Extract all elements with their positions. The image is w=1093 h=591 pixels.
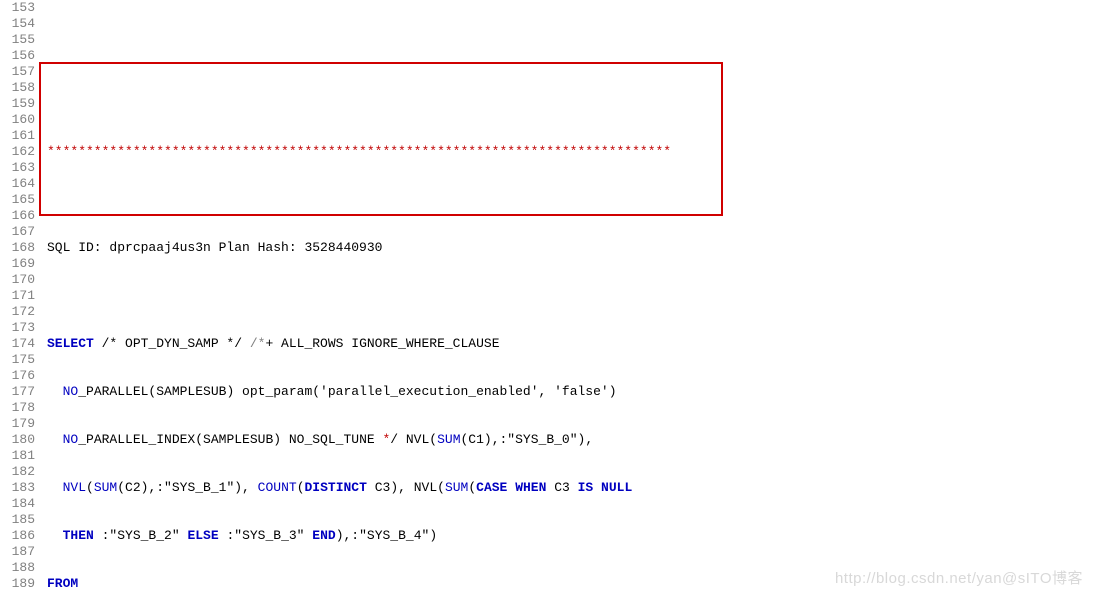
line-number: 156	[0, 48, 35, 64]
kw-then: THEN	[63, 528, 94, 543]
kw-else: ELSE	[187, 528, 218, 543]
text	[593, 480, 601, 495]
line-number: 167	[0, 224, 35, 240]
pad	[47, 432, 63, 447]
line-number: 169	[0, 256, 35, 272]
line-number: 179	[0, 416, 35, 432]
hint-text: + ALL_ROWS IGNORE_WHERE_CLAUSE	[265, 336, 499, 351]
line-number: 172	[0, 304, 35, 320]
kw-case: CASE	[476, 480, 507, 495]
line-number: 163	[0, 160, 35, 176]
line-number: 176	[0, 368, 35, 384]
line-number: 164	[0, 176, 35, 192]
line-number: 187	[0, 544, 35, 560]
line-number: 188	[0, 560, 35, 576]
line-number: 155	[0, 32, 35, 48]
line-number: 186	[0, 528, 35, 544]
text: ),:"SYS_B_4")	[336, 528, 437, 543]
line-number: 160	[0, 112, 35, 128]
line-number: 183	[0, 480, 35, 496]
kw-when: WHEN	[515, 480, 546, 495]
line-number: 174	[0, 336, 35, 352]
pad	[47, 480, 63, 495]
line-number: 185	[0, 512, 35, 528]
text: (	[468, 480, 476, 495]
star-row: ****************************************…	[47, 144, 671, 159]
text: C3), NVL(	[367, 480, 445, 495]
text: (	[297, 480, 305, 495]
text: (C1),:"SYS_B_0"),	[461, 432, 594, 447]
sql-id-line: SQL ID: dprcpaaj4us3n Plan Hash: 3528440…	[47, 240, 1093, 256]
kw-is: IS	[578, 480, 594, 495]
text: (	[86, 480, 94, 495]
line-number: 162	[0, 144, 35, 160]
kw-null: NULL	[601, 480, 632, 495]
kw-distinct: DISTINCT	[305, 480, 367, 495]
line-number: 180	[0, 432, 35, 448]
kw-sum: SUM	[437, 432, 460, 447]
kw-from: FROM	[47, 576, 78, 591]
kw: NO	[63, 384, 79, 399]
line-number: 165	[0, 192, 35, 208]
line-gutter: 1531541551561571581591601611621631641651…	[0, 0, 43, 591]
kw-sum: SUM	[445, 480, 468, 495]
code-editor[interactable]: 1531541551561571581591601611621631641651…	[0, 0, 1093, 591]
text: _PARALLEL_INDEX(SAMPLESUB) NO_SQL_TUNE	[78, 432, 382, 447]
text: :"SYS_B_2"	[94, 528, 188, 543]
code-area[interactable]: ****************************************…	[43, 0, 1093, 591]
text: / NVL(	[390, 432, 437, 447]
text: (C2),:"SYS_B_1"),	[117, 480, 257, 495]
watermark: http://blog.csdn.net/yan@sITO博客	[835, 571, 1083, 587]
text: _PARALLEL(SAMPLESUB) opt_param('parallel…	[78, 384, 616, 399]
line-number: 184	[0, 496, 35, 512]
text: C3	[546, 480, 577, 495]
line-number: 175	[0, 352, 35, 368]
line-number: 182	[0, 464, 35, 480]
cursor-line-highlight	[43, 368, 1093, 384]
line-number: 154	[0, 16, 35, 32]
kw-count: COUNT	[258, 480, 297, 495]
kw-nvl: NVL	[63, 480, 86, 495]
text: /* OPT_DYN_SAMP */	[94, 336, 250, 351]
line-number: 170	[0, 272, 35, 288]
line-number: 157	[0, 64, 35, 80]
pad	[47, 528, 63, 543]
kw: NO	[63, 432, 79, 447]
line-number: 177	[0, 384, 35, 400]
line-number: 166	[0, 208, 35, 224]
line-number: 178	[0, 400, 35, 416]
kw-select: SELECT	[47, 336, 94, 351]
kw-sum: SUM	[94, 480, 117, 495]
line-number: 153	[0, 0, 35, 16]
line-number: 173	[0, 320, 35, 336]
line-number: 168	[0, 240, 35, 256]
line-number: 158	[0, 80, 35, 96]
pad	[47, 384, 63, 399]
comment-open: /*	[250, 336, 266, 351]
line-number: 161	[0, 128, 35, 144]
kw-end: END	[312, 528, 335, 543]
text: :"SYS_B_3"	[219, 528, 313, 543]
line-number: 171	[0, 288, 35, 304]
line-number: 181	[0, 448, 35, 464]
line-number: 159	[0, 96, 35, 112]
line-number: 189	[0, 576, 35, 591]
